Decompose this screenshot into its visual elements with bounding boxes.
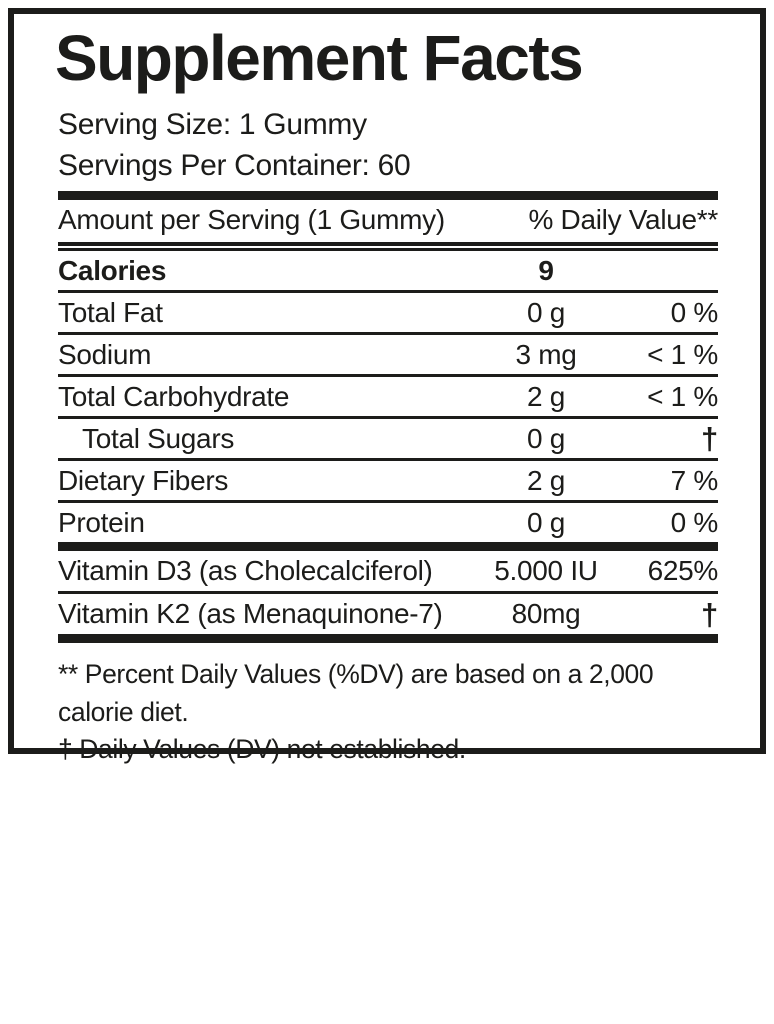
- nutrient-name: Dietary Fibers: [58, 464, 229, 496]
- table-row: Sodium 3 mg < 1 %: [58, 335, 718, 378]
- thick-divider: [58, 634, 718, 644]
- nutrient-amount: 0 g: [526, 422, 566, 454]
- nutrient-amount: 9: [538, 254, 554, 286]
- nutrient-name: Total Carbohydrate: [58, 380, 290, 412]
- table-row: Calories 9: [58, 251, 718, 294]
- footnote-daily-values: ** Percent Daily Values (%DV) are based …: [58, 659, 654, 727]
- nutrient-daily-value: 625%: [647, 555, 719, 587]
- nutrient-daily-value: 7 %: [670, 464, 719, 496]
- nutrient-name: Sodium: [58, 338, 152, 370]
- nutrient-amount: 3 mg: [515, 338, 577, 370]
- daily-value-header: % Daily Value**: [528, 204, 718, 236]
- nutrient-amount: 5.000 IU: [494, 555, 598, 587]
- nutrient-amount: 2 g: [526, 464, 566, 496]
- table-row: Vitamin K2 (as Menaquinone-7) 80mg †: [58, 594, 718, 634]
- double-rule-divider: [58, 242, 718, 252]
- table-header: Amount per Serving (1 Gummy) % Daily Val…: [58, 200, 718, 242]
- vitamin-table: Vitamin D3 (as Cholecalciferol) 5.000 IU…: [58, 551, 718, 634]
- nutrient-daily-value: †: [701, 596, 718, 632]
- nutrient-daily-value: 0 %: [670, 296, 719, 328]
- supplement-facts-panel: Supplement Facts Serving Size: 1 Gummy S…: [8, 8, 766, 764]
- nutrient-daily-value: †: [701, 421, 718, 457]
- table-row: Total Carbohydrate 2 g < 1 %: [58, 377, 718, 420]
- nutrient-amount: 0 g: [526, 296, 566, 328]
- table-row: Vitamin D3 (as Cholecalciferol) 5.000 IU…: [58, 551, 719, 595]
- thick-divider: [58, 542, 718, 552]
- nutrient-amount: 2 g: [526, 380, 566, 412]
- nutrient-table: Calories 9 Total Fat 0 g 0 % Sodium 3 mg…: [58, 251, 718, 542]
- table-row: Dietary Fibers 2 g 7 %: [58, 461, 719, 504]
- nutrient-daily-value: < 1 %: [647, 338, 718, 370]
- footnotes: ** Percent Daily Values (%DV) are based …: [58, 656, 718, 769]
- nutrient-name: Protein: [58, 506, 145, 538]
- footnote-dagger: † Daily Values (DV) not established.: [58, 734, 466, 765]
- serving-size: Serving Size: 1 Gummy: [58, 108, 367, 141]
- table-row: Total Sugars 0 g †: [58, 419, 718, 462]
- table-row: Total Fat 0 g 0 %: [58, 293, 719, 336]
- nutrient-name: Calories: [58, 254, 167, 286]
- nutrient-amount: 0 g: [526, 506, 566, 538]
- nutrient-name: Total Sugars: [82, 422, 235, 454]
- amount-header: Amount per Serving (1 Gummy): [58, 204, 445, 236]
- nutrient-daily-value: 0 %: [670, 506, 719, 538]
- nutrient-amount: 80mg: [511, 598, 581, 630]
- nutrient-name: Vitamin D3 (as Cholecalciferol): [58, 555, 433, 587]
- nutrient-name: Total Fat: [58, 296, 163, 328]
- nutrient-daily-value: < 1 %: [647, 380, 718, 412]
- panel-title: Supplement Facts: [55, 22, 584, 94]
- servings-per-container: Servings Per Container: 60: [58, 149, 411, 183]
- thick-divider: [58, 191, 718, 201]
- table-row: Protein 0 g 0 %: [58, 503, 718, 542]
- nutrient-name: Vitamin K2 (as Menaquinone-7): [58, 598, 443, 630]
